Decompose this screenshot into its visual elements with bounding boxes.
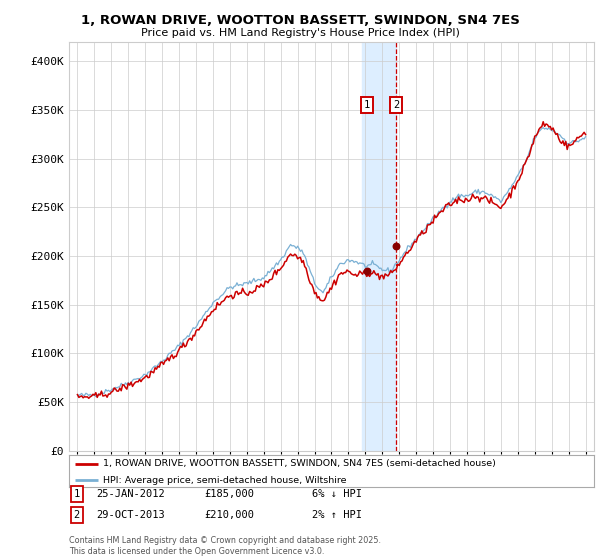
Bar: [362, 42, 397, 451]
Text: 25-JAN-2012: 25-JAN-2012: [96, 489, 165, 499]
Text: 2% ↑ HPI: 2% ↑ HPI: [312, 510, 362, 520]
Text: Contains HM Land Registry data © Crown copyright and database right 2025.
This d: Contains HM Land Registry data © Crown c…: [69, 536, 381, 556]
Text: 1: 1: [364, 100, 370, 110]
Text: 6% ↓ HPI: 6% ↓ HPI: [312, 489, 362, 499]
Text: 29-OCT-2013: 29-OCT-2013: [96, 510, 165, 520]
Text: 2: 2: [74, 510, 80, 520]
Text: 1, ROWAN DRIVE, WOOTTON BASSETT, SWINDON, SN4 7ES: 1, ROWAN DRIVE, WOOTTON BASSETT, SWINDON…: [80, 14, 520, 27]
Point: [392, 242, 401, 251]
Text: £210,000: £210,000: [204, 510, 254, 520]
Text: 2: 2: [393, 100, 400, 110]
Point: [362, 266, 371, 275]
Text: 1: 1: [74, 489, 80, 499]
Text: £185,000: £185,000: [204, 489, 254, 499]
Text: Price paid vs. HM Land Registry's House Price Index (HPI): Price paid vs. HM Land Registry's House …: [140, 28, 460, 38]
Text: 1, ROWAN DRIVE, WOOTTON BASSETT, SWINDON, SN4 7ES (semi-detached house): 1, ROWAN DRIVE, WOOTTON BASSETT, SWINDON…: [103, 459, 496, 468]
Text: HPI: Average price, semi-detached house, Wiltshire: HPI: Average price, semi-detached house,…: [103, 475, 347, 484]
